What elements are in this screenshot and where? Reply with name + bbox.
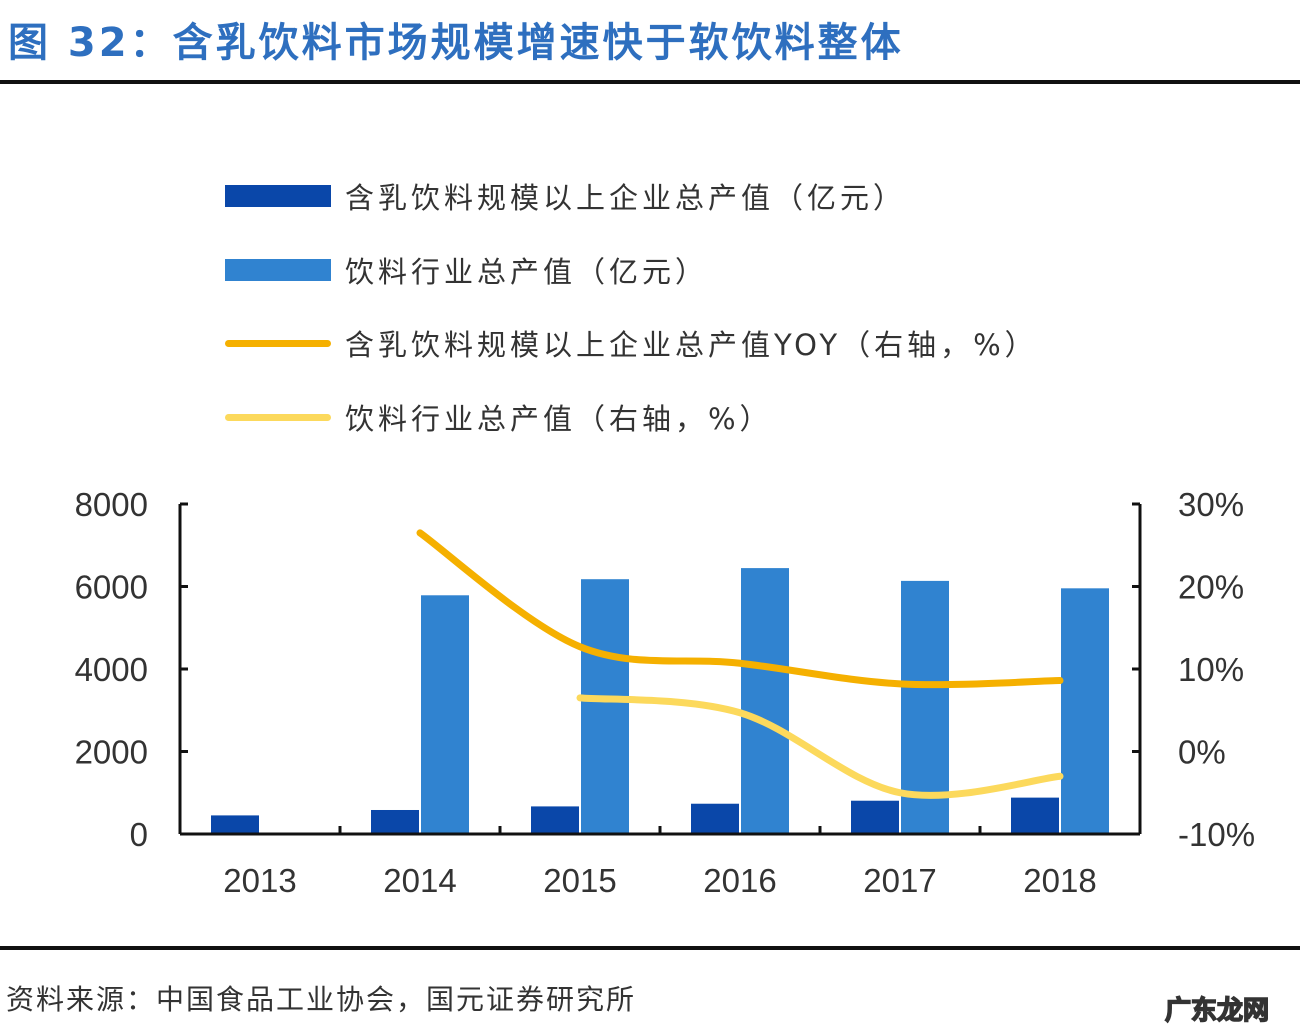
left-tick-label: 0 bbox=[130, 816, 148, 853]
chart-title: 图 32：含乳饮料市场规模增速快于软饮料整体 bbox=[8, 20, 904, 66]
legend-label: 饮料行业总产值（亿元） bbox=[345, 255, 709, 289]
bar-2013 bbox=[211, 815, 259, 834]
bar-2016 bbox=[691, 803, 739, 834]
legend-swatch bbox=[225, 185, 331, 207]
footer-divider bbox=[0, 946, 1300, 950]
line-series-3 bbox=[576, 694, 1064, 799]
legend-item-dairy-output: 含乳饮料规模以上企业总产值（亿元） bbox=[225, 176, 906, 216]
right-tick-label: 20% bbox=[1178, 569, 1244, 606]
legend-swatch bbox=[225, 413, 331, 421]
x-tick-label: 2015 bbox=[543, 862, 616, 899]
x-tick-label: 2014 bbox=[383, 862, 456, 899]
title-divider bbox=[0, 80, 1300, 84]
right-tick-label: 0% bbox=[1178, 734, 1226, 771]
left-tick-label: 4000 bbox=[75, 651, 148, 688]
bar-2014 bbox=[371, 809, 419, 834]
x-tick-label: 2013 bbox=[223, 862, 296, 899]
legend-item-beverage-yoy: 饮料行业总产值（右轴，%） bbox=[225, 397, 773, 437]
legend-swatch bbox=[225, 339, 331, 347]
x-tick-label: 2017 bbox=[863, 862, 936, 899]
legend-label: 饮料行业总产值（右轴，%） bbox=[345, 402, 773, 436]
bar-2017 bbox=[851, 800, 899, 834]
legend-swatch bbox=[225, 259, 331, 281]
bar-2014 bbox=[421, 595, 469, 834]
left-tick-label: 2000 bbox=[75, 734, 148, 771]
legend-label: 含乳饮料规模以上企业总产值（亿元） bbox=[345, 181, 907, 215]
legend-item-beverage-output: 饮料行业总产值（亿元） bbox=[225, 250, 708, 290]
legend-label: 含乳饮料规模以上企业总产值YOY（右轴，%） bbox=[345, 328, 1038, 362]
bar-2015 bbox=[581, 579, 629, 834]
left-tick-label: 8000 bbox=[75, 486, 148, 523]
x-tick-label: 2018 bbox=[1023, 862, 1096, 899]
bar-2018 bbox=[1061, 588, 1109, 834]
x-tick-label: 2016 bbox=[703, 862, 776, 899]
left-tick-label: 6000 bbox=[75, 569, 148, 606]
bar-2015 bbox=[531, 806, 579, 834]
bar-2016 bbox=[741, 568, 789, 834]
right-tick-label: -10% bbox=[1178, 816, 1255, 853]
right-tick-label: 10% bbox=[1178, 651, 1244, 688]
watermark: 广东龙网 bbox=[1164, 995, 1270, 1027]
right-tick-label: 30% bbox=[1178, 486, 1244, 523]
legend-item-dairy-yoy: 含乳饮料规模以上企业总产值YOY（右轴，%） bbox=[225, 323, 1038, 363]
bar-2018 bbox=[1011, 797, 1059, 834]
line-series-2 bbox=[416, 529, 1064, 689]
source-note: 资料来源：中国食品工业协会，国元证券研究所 bbox=[6, 983, 637, 1016]
